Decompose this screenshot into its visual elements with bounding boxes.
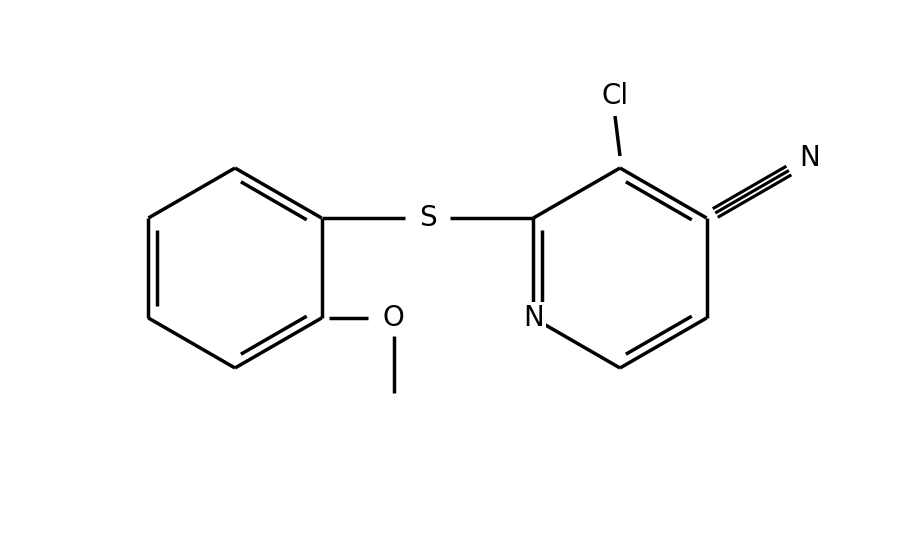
Text: N: N (523, 304, 544, 332)
Text: S: S (418, 204, 436, 232)
Text: Cl: Cl (601, 82, 628, 110)
Text: N: N (799, 144, 820, 172)
Text: O: O (382, 304, 404, 332)
